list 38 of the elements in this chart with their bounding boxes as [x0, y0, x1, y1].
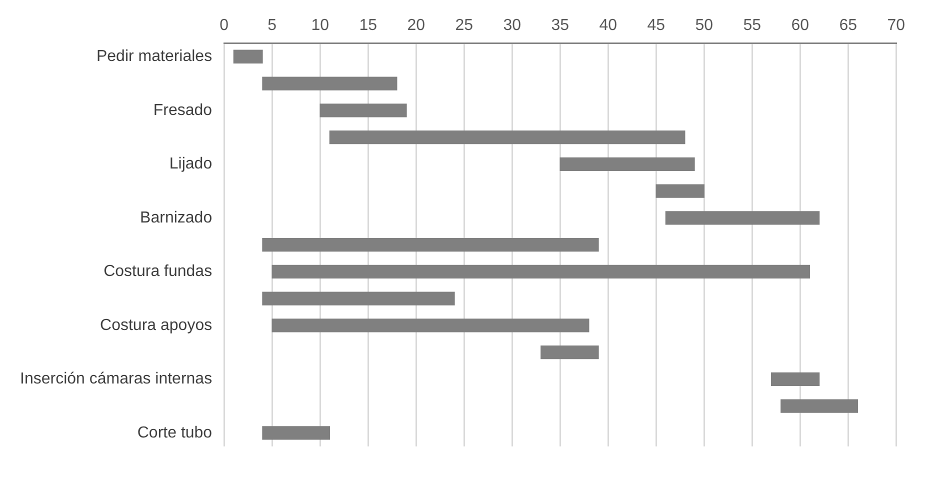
y-tick-label: Costura fundas [104, 263, 212, 280]
y-tick-label: Corte tubo [137, 424, 212, 442]
bar [262, 238, 599, 252]
x-tick-label: 15 [359, 17, 378, 34]
y-tick-label: Costura apoyos [100, 316, 212, 334]
bar [233, 50, 263, 64]
bar [329, 130, 686, 144]
bar [272, 318, 590, 332]
x-tick-label: 0 [220, 17, 229, 34]
x-tick-label: 45 [647, 17, 666, 34]
bar [320, 104, 407, 118]
x-tick-label: 30 [503, 17, 522, 34]
x-tick-label: 70 [887, 17, 906, 34]
y-tick-label: Pedir materiales [96, 48, 212, 66]
bar [262, 76, 398, 90]
y-tick-label: Fresado [153, 102, 212, 119]
bar [262, 292, 455, 306]
bar [262, 426, 330, 440]
bar [656, 184, 704, 198]
x-tick-label: 25 [455, 17, 474, 34]
y-tick-label: Inserción cámaras internas [20, 370, 212, 388]
x-tick-label: 55 [743, 17, 762, 34]
x-tick-label: 40 [599, 17, 618, 34]
bar [780, 399, 858, 413]
y-tick-label: Lijado [169, 156, 212, 173]
bar [272, 264, 810, 279]
x-tick-label: 10 [311, 17, 330, 34]
x-tick-label: 60 [791, 17, 810, 34]
bar [540, 345, 599, 360]
x-tick-label: 65 [839, 17, 858, 34]
x-tick-label: 5 [268, 17, 277, 34]
x-tick-label: 20 [407, 17, 426, 34]
x-tick-label: 50 [695, 17, 714, 34]
bar [770, 372, 820, 386]
bar [560, 157, 695, 171]
bar [665, 211, 820, 225]
y-tick-label: Barnizado [140, 209, 212, 226]
x-tick-label: 35 [551, 17, 570, 34]
